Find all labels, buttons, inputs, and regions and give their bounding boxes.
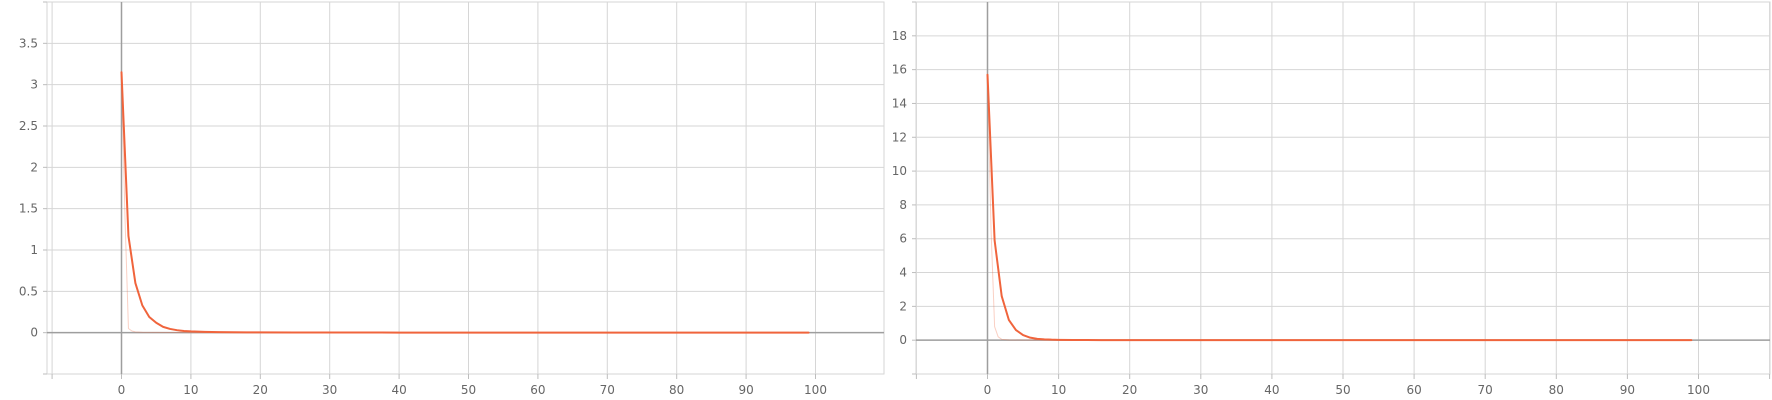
y-tick-label: 2 bbox=[30, 160, 38, 174]
x-tick-label: 60 bbox=[1406, 383, 1421, 397]
y-tick-label: 18 bbox=[892, 29, 907, 43]
y-tick-label: 0.5 bbox=[19, 284, 38, 298]
x-tick-label: 90 bbox=[1620, 383, 1635, 397]
y-tick-label: 2.5 bbox=[19, 119, 38, 133]
series-line-raw bbox=[987, 74, 1692, 341]
y-tick-label: 1.5 bbox=[19, 202, 38, 216]
chart-right: 0 10 20 30 40 50 60 70 80 90 100 0 2 4 6 8 10 12 14 16 18 bbox=[892, 1, 1771, 397]
x-tick-label: 10 bbox=[183, 383, 198, 397]
x-tick-label: 0 bbox=[118, 383, 126, 397]
x-tick-label: 10 bbox=[1051, 383, 1066, 397]
x-tick-label: 100 bbox=[1687, 383, 1710, 397]
y-tick-label: 8 bbox=[899, 198, 907, 212]
x-tick-label: 70 bbox=[600, 383, 615, 397]
x-tick-label: 40 bbox=[1264, 383, 1279, 397]
y-tick-label: 6 bbox=[899, 232, 907, 246]
x-tick-label: 30 bbox=[322, 383, 337, 397]
y-tick-label: 0 bbox=[30, 326, 38, 340]
x-tick-label: 50 bbox=[461, 383, 476, 397]
plot-frame bbox=[46, 1, 885, 375]
x-tick-label: 90 bbox=[738, 383, 753, 397]
series-line-raw bbox=[121, 71, 810, 334]
y-tick-label: 14 bbox=[892, 96, 907, 110]
y-tick-label: 4 bbox=[899, 266, 907, 280]
x-tick-label: 80 bbox=[1549, 383, 1564, 397]
x-tick-label: 20 bbox=[1122, 383, 1137, 397]
x-tick-label: 0 bbox=[984, 383, 992, 397]
y-tick-label: 3.5 bbox=[19, 36, 38, 50]
y-tick-label: 3 bbox=[30, 78, 38, 92]
x-tick-label: 60 bbox=[530, 383, 545, 397]
y-tick-label: 10 bbox=[892, 164, 907, 178]
y-tick-label: 0 bbox=[899, 333, 907, 347]
y-tick-label: 2 bbox=[899, 299, 907, 313]
x-gridlines bbox=[51, 2, 816, 374]
x-gridlines bbox=[915, 2, 1771, 374]
y-tick-label: 16 bbox=[892, 63, 907, 77]
chart-left: 0 10 20 30 40 50 60 70 80 90 100 0 0.5 1 1.5 2 2.5 3 3.5 bbox=[19, 1, 885, 397]
series-line-smoothed bbox=[120, 71, 810, 334]
x-tick-label: 80 bbox=[669, 383, 684, 397]
y-tick-label: 1 bbox=[30, 243, 38, 257]
x-tick-label: 70 bbox=[1478, 383, 1493, 397]
x-tick-label: 20 bbox=[253, 383, 268, 397]
y-tick-label: 12 bbox=[892, 130, 907, 144]
x-tick-label: 50 bbox=[1335, 383, 1350, 397]
series-line-smoothed bbox=[986, 73, 1693, 342]
x-tick-label: 100 bbox=[804, 383, 827, 397]
y-gridlines bbox=[47, 1, 884, 375]
x-tick-label: 40 bbox=[391, 383, 406, 397]
x-tick-label: 30 bbox=[1193, 383, 1208, 397]
